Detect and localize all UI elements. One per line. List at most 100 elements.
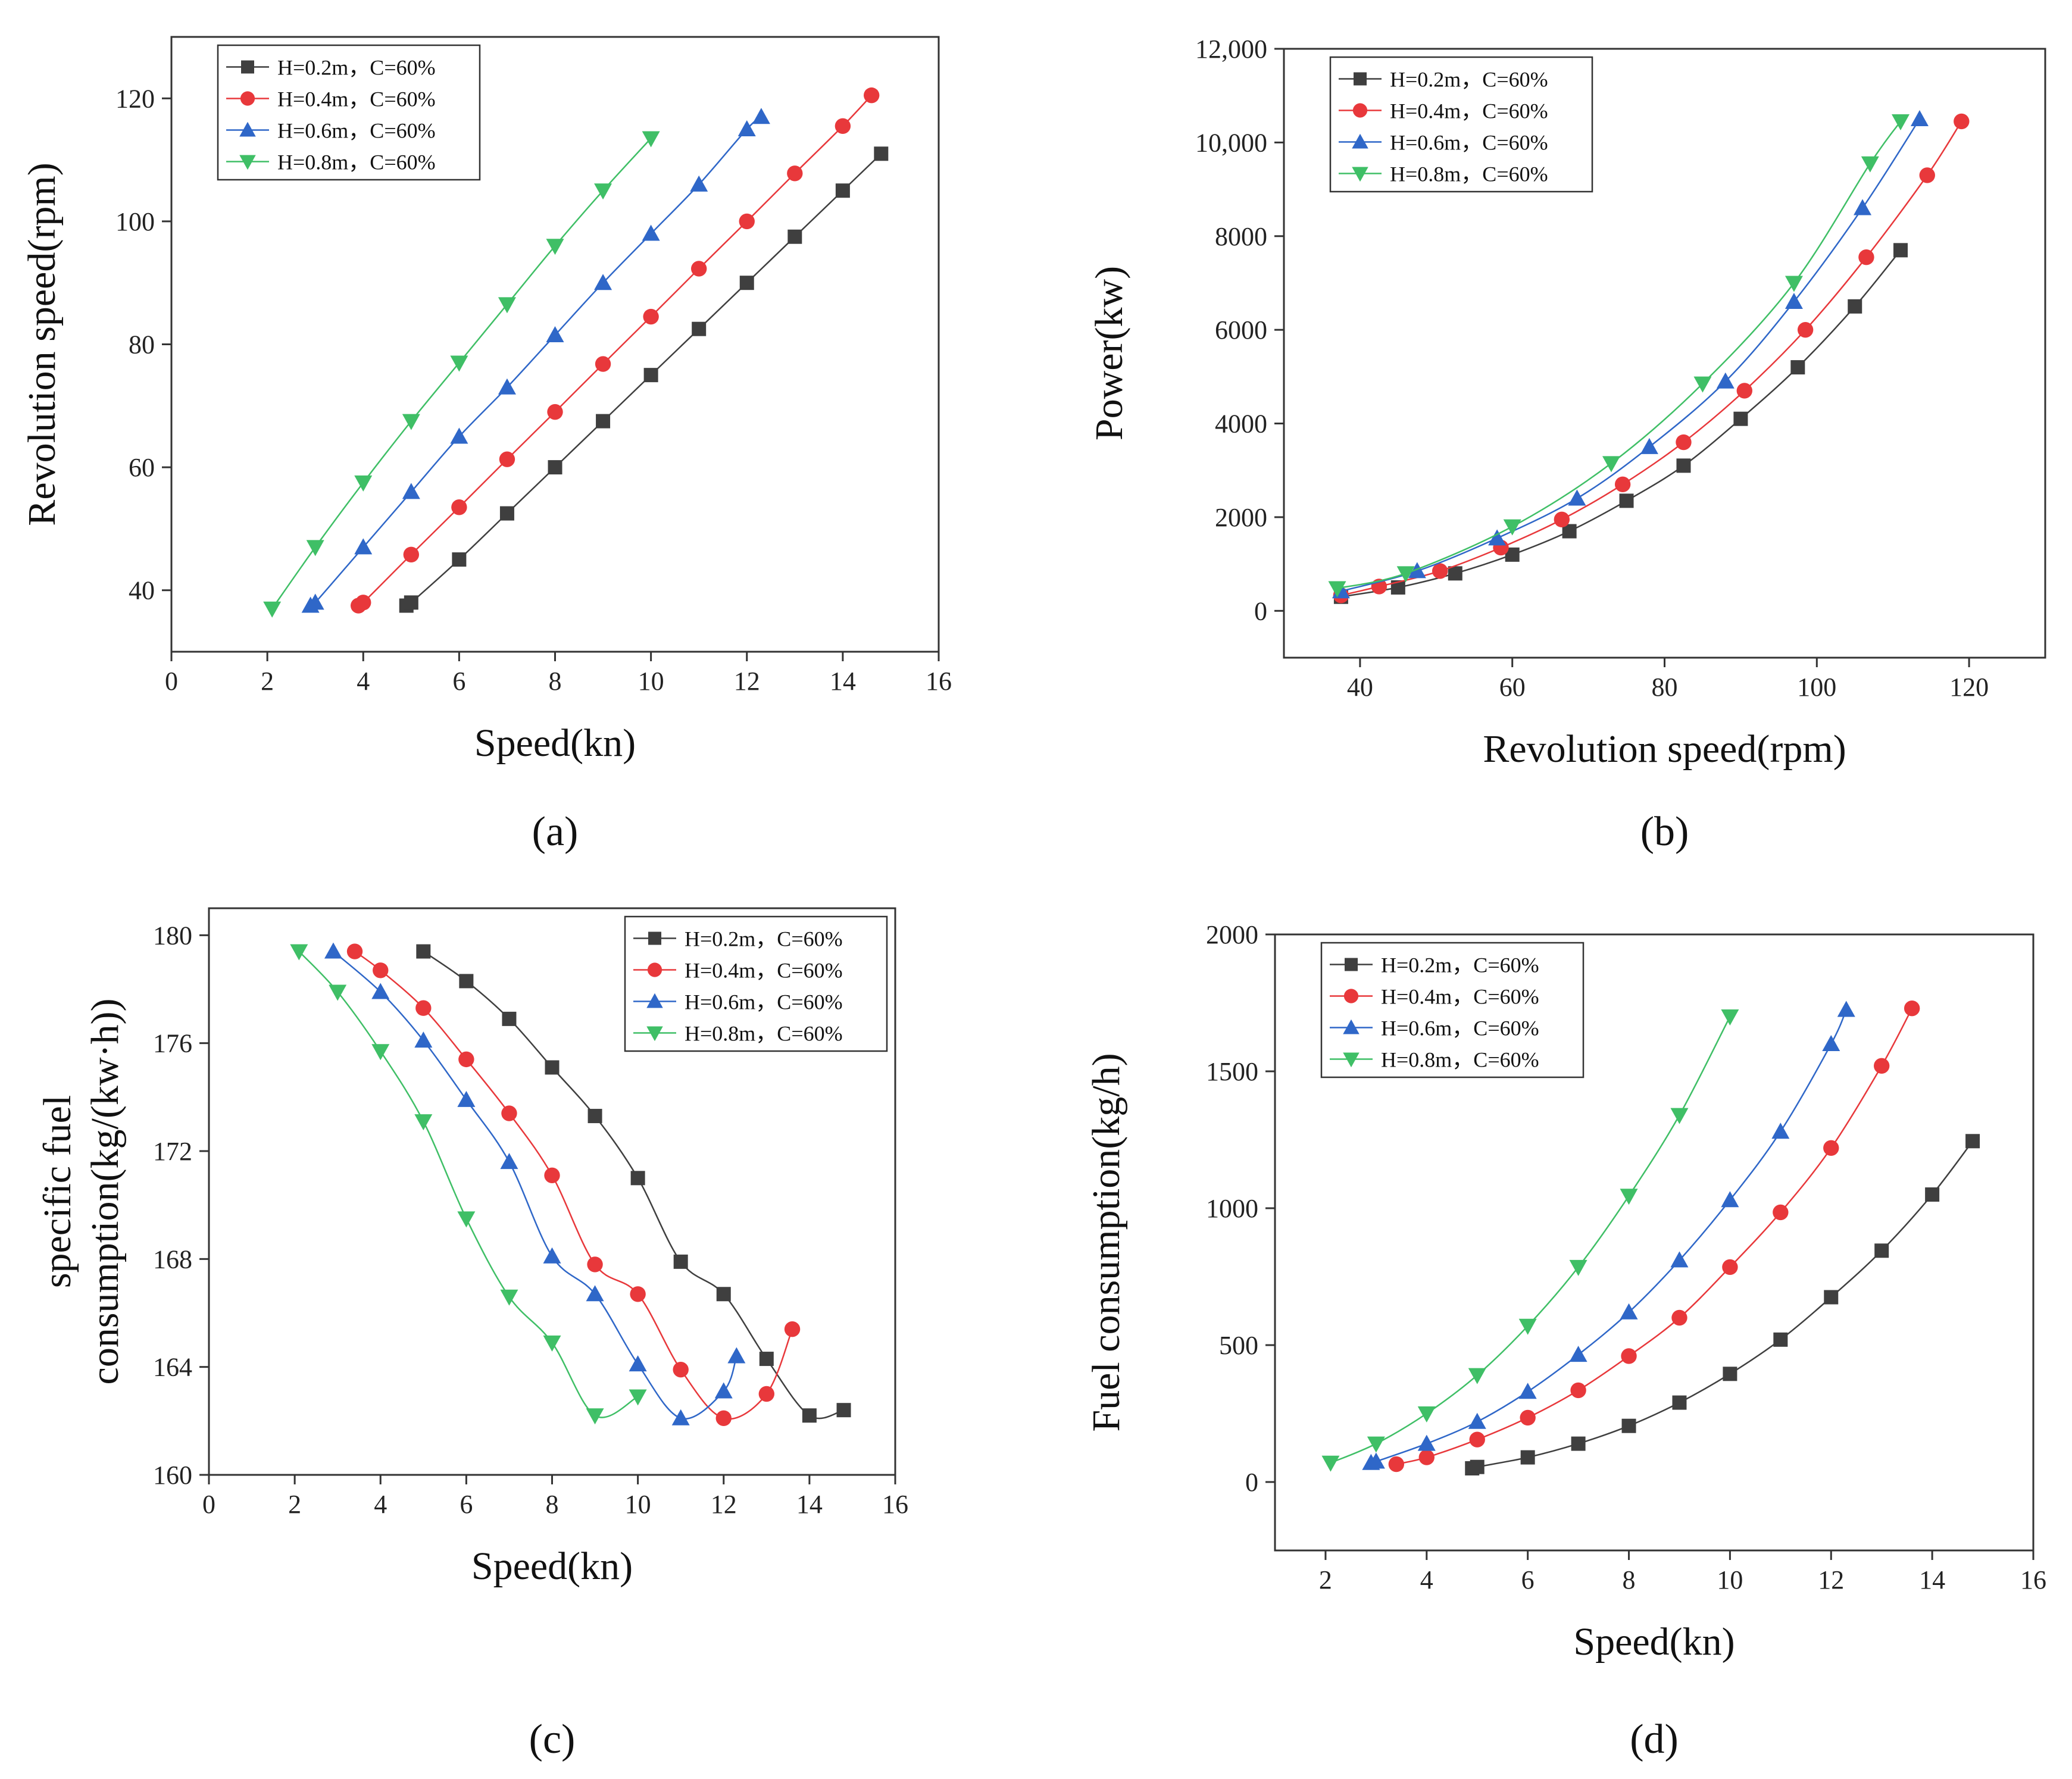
y-tick-label: 4000: [1215, 409, 1267, 439]
legend-label: H=0.6m，C=60%: [277, 119, 436, 143]
data-point-triangle-down: [1503, 519, 1521, 536]
data-point-circle: [595, 356, 611, 372]
y-tick-label: 180: [153, 921, 192, 950]
data-point-triangle-up: [1910, 110, 1929, 127]
data-point-triangle-down: [371, 1044, 390, 1061]
data-point-square: [1893, 243, 1908, 258]
data-point-circle: [501, 1105, 517, 1121]
legend-label: H=0.4m，C=60%: [685, 959, 843, 983]
data-point-circle: [1823, 1140, 1839, 1156]
legend-label: H=0.2m，C=60%: [1390, 68, 1548, 92]
legend-label: H=0.6m，C=60%: [1390, 131, 1548, 155]
legend-label: H=0.2m，C=60%: [685, 927, 843, 951]
y-tick-label: 176: [153, 1029, 192, 1058]
data-point-triangle-up: [1367, 1452, 1385, 1469]
legend-label: H=0.8m，C=60%: [685, 1022, 843, 1046]
series-H=0.2m: [1333, 243, 1908, 604]
data-point-square: [1571, 1436, 1586, 1451]
data-point-square: [1790, 360, 1805, 375]
chart-panel-a: 0 2 4 6 8 10 12 14 16 40 60 80 100 120 Speed(kn) Revolu…: [20, 36, 952, 855]
x-axis-title: Speed(kn): [1573, 1620, 1735, 1664]
data-point-square: [1925, 1187, 1940, 1202]
data-point-triangle-down: [1417, 1406, 1436, 1422]
data-point-circle: [1520, 1409, 1536, 1426]
data-point-circle: [673, 1362, 689, 1378]
y-tick-label: 172: [153, 1137, 192, 1166]
data-point-circle: [1570, 1382, 1586, 1399]
data-point-triangle-down: [500, 1289, 518, 1306]
data-point-triangle-up: [1771, 1123, 1790, 1139]
data-point-circle: [630, 1286, 646, 1302]
legend: H=0.2m，C=60% H=0.4m，C=60% H=0.6m，C=60% H=0.…: [624, 915, 888, 1052]
data-point-triangle-up: [714, 1382, 733, 1399]
data-point-triangle-down: [1693, 376, 1712, 393]
data-point-triangle-up: [306, 593, 324, 610]
data-point-triangle-up: [546, 326, 564, 343]
y-tick-label: 1500: [1206, 1057, 1258, 1086]
data-point-square: [502, 1011, 517, 1026]
x-tick-label: 2: [261, 667, 274, 696]
data-point-circle: [1722, 1259, 1738, 1275]
data-point-square: [1733, 411, 1748, 426]
legend-label: H=0.6m，C=60%: [685, 990, 843, 1014]
y-axis-title: Power(kw): [1087, 266, 1131, 440]
data-point-circle: [544, 1167, 560, 1184]
data-point-triangle-down: [290, 944, 308, 961]
y-axis-title-line: consumption(kg/(kw·h)): [83, 999, 127, 1385]
data-point-triangle-down: [642, 131, 660, 148]
data-point-triangle-down: [1785, 276, 1803, 292]
data-point-triangle-up: [1670, 1251, 1689, 1268]
data-point-triangle-down: [414, 1114, 433, 1131]
data-point-triangle-up: [690, 175, 708, 192]
legend-label: H=0.8m，C=60%: [1381, 1048, 1539, 1072]
y-tick-label: 2000: [1215, 503, 1267, 532]
data-point-square: [499, 506, 514, 521]
x-tick-label: 16: [882, 1490, 908, 1519]
x-tick-label: 8: [546, 1490, 559, 1519]
series-H=0.8m: [290, 944, 647, 1425]
data-point-circle: [373, 962, 389, 978]
data-point-square: [643, 368, 658, 383]
data-point-circle: [787, 165, 803, 182]
data-point-circle: [1621, 1348, 1637, 1364]
data-point-square: [545, 1060, 560, 1075]
x-tick-label: 4: [357, 667, 370, 696]
data-point-triangle-up: [1822, 1035, 1840, 1051]
data-point-triangle-up: [371, 983, 390, 999]
data-point-triangle-down: [1343, 1052, 1360, 1068]
data-point-triangle-down: [1396, 566, 1415, 583]
data-point-square: [1621, 1418, 1636, 1433]
data-point-circle: [1469, 1431, 1485, 1447]
data-point-triangle-down: [543, 1335, 561, 1352]
data-point-circle: [403, 546, 420, 562]
data-point-triangle-down: [1518, 1318, 1537, 1335]
data-point-square: [802, 1408, 817, 1423]
y-axis-title-line: specific fuel: [36, 1095, 79, 1288]
data-point-triangle-up: [752, 108, 770, 124]
data-point-triangle-down: [354, 475, 373, 492]
series-H=0.4m: [346, 943, 801, 1426]
legend-label: H=0.2m，C=60%: [277, 56, 436, 80]
plot-frame: [1274, 933, 2035, 1552]
x-axis-title: Speed(kn): [474, 721, 636, 765]
data-point-circle: [643, 308, 659, 325]
y-tick-label: 500: [1219, 1331, 1258, 1360]
data-point-triangle-down: [450, 355, 468, 372]
data-point-triangle-up: [646, 993, 663, 1008]
data-point-circle: [240, 91, 255, 106]
data-point-square: [1723, 1367, 1737, 1381]
chart-panel-d: 2 4 6 8 10 12 14 16 0 500 1000 1500 2000 Speed(kn) Fue…: [1085, 920, 2046, 1762]
data-point-triangle-up: [324, 942, 342, 959]
legend-label: H=0.4m，C=60%: [1390, 99, 1548, 123]
data-point-square: [1470, 1459, 1485, 1474]
series-H=0.6m: [1362, 1001, 1855, 1470]
x-tick-label: 10: [625, 1490, 651, 1519]
y-tick-label: 12,000: [1195, 35, 1267, 64]
data-point-circle: [547, 404, 563, 420]
y-tick-label: 80: [129, 330, 155, 359]
data-point-triangle-up: [1640, 437, 1658, 454]
series-H=0.6m: [301, 108, 770, 613]
x-tick-label: 12: [734, 667, 760, 696]
legend: H=0.2m，C=60% H=0.4m，C=60% H=0.6m，C=60% H=0.…: [217, 44, 481, 181]
